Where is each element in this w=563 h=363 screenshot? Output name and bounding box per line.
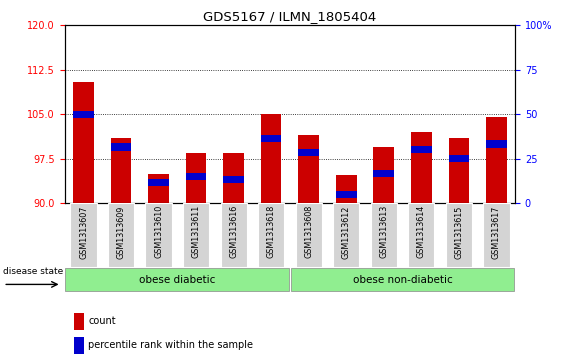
FancyBboxPatch shape <box>145 203 172 267</box>
FancyBboxPatch shape <box>221 203 247 267</box>
Text: GSM1313607: GSM1313607 <box>79 205 88 258</box>
Bar <box>486 140 507 147</box>
Bar <box>148 179 169 186</box>
Text: GSM1313610: GSM1313610 <box>154 205 163 258</box>
Bar <box>111 143 131 151</box>
Text: GSM1313612: GSM1313612 <box>342 205 351 258</box>
Text: obese non-diabetic: obese non-diabetic <box>352 274 453 285</box>
FancyBboxPatch shape <box>446 203 472 267</box>
Text: GSM1313614: GSM1313614 <box>417 205 426 258</box>
Bar <box>373 170 394 177</box>
FancyBboxPatch shape <box>408 203 435 267</box>
Bar <box>261 114 282 203</box>
Text: count: count <box>88 316 116 326</box>
Text: GSM1313608: GSM1313608 <box>304 205 313 258</box>
Text: obese diabetic: obese diabetic <box>139 274 216 285</box>
FancyBboxPatch shape <box>65 268 289 291</box>
FancyBboxPatch shape <box>291 268 515 291</box>
Bar <box>111 138 131 203</box>
Bar <box>411 132 432 203</box>
Bar <box>74 337 84 354</box>
Text: GSM1313616: GSM1313616 <box>229 205 238 258</box>
Text: GSM1313611: GSM1313611 <box>191 205 200 258</box>
Bar <box>261 135 282 142</box>
Bar <box>336 175 356 203</box>
FancyBboxPatch shape <box>108 203 134 267</box>
Text: percentile rank within the sample: percentile rank within the sample <box>88 340 253 350</box>
FancyBboxPatch shape <box>483 203 510 267</box>
Text: GSM1313617: GSM1313617 <box>492 205 501 258</box>
Bar <box>224 176 244 183</box>
FancyBboxPatch shape <box>333 203 359 267</box>
FancyBboxPatch shape <box>370 203 397 267</box>
Text: disease state: disease state <box>3 267 64 276</box>
FancyBboxPatch shape <box>258 203 284 267</box>
Bar <box>186 153 207 203</box>
Text: GSM1313618: GSM1313618 <box>267 205 276 258</box>
FancyBboxPatch shape <box>183 203 209 267</box>
Bar <box>74 313 84 330</box>
Text: GSM1313615: GSM1313615 <box>454 205 463 258</box>
Bar <box>449 155 469 162</box>
FancyBboxPatch shape <box>70 203 97 267</box>
Text: GSM1313613: GSM1313613 <box>379 205 388 258</box>
Bar <box>73 82 94 203</box>
Bar <box>186 173 207 180</box>
Bar <box>298 149 319 156</box>
Bar <box>336 191 356 198</box>
Text: GSM1313609: GSM1313609 <box>117 205 126 258</box>
Bar <box>449 138 469 203</box>
Bar <box>411 146 432 154</box>
Bar <box>298 135 319 203</box>
Bar <box>373 147 394 203</box>
FancyBboxPatch shape <box>296 203 322 267</box>
Title: GDS5167 / ILMN_1805404: GDS5167 / ILMN_1805404 <box>203 10 377 23</box>
Bar <box>148 174 169 203</box>
Bar <box>224 153 244 203</box>
Bar <box>486 117 507 203</box>
Bar <box>73 111 94 118</box>
